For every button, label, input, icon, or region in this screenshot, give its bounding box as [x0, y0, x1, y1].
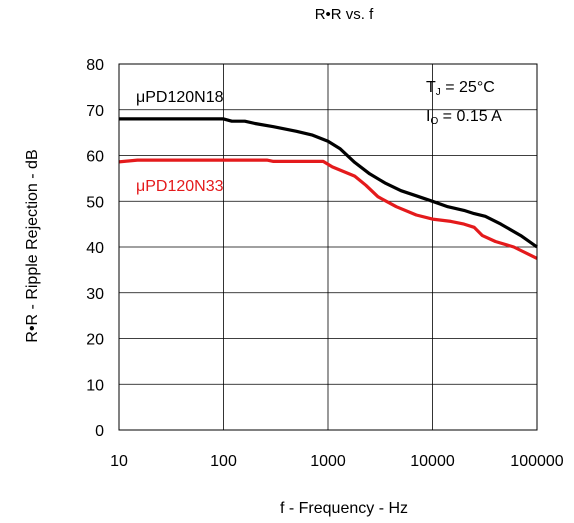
y-tick-label: 60 — [86, 149, 104, 166]
y-tick-label: 70 — [86, 103, 104, 120]
series-lines — [118, 117, 538, 260]
series-label-1: μPD120N18 — [136, 89, 224, 106]
annotation-1: TJ = 25°C — [426, 79, 495, 98]
x-tick-label: 1000 — [310, 453, 346, 470]
x-tick-label: 100000 — [510, 453, 563, 470]
y-tick-label: 40 — [86, 240, 104, 257]
tick-labels: 10 100 1000 10000 100000 0 10 20 30 40 50 60 70 80 — [86, 57, 564, 470]
y-tick-label: 30 — [86, 286, 104, 303]
annotation-2: IO = 0.15 A — [426, 108, 502, 127]
x-tick-label: 10000 — [410, 453, 455, 470]
grid — [119, 64, 537, 430]
series-line-2 — [118, 158, 538, 260]
chart-title: R•R vs. f — [315, 6, 374, 23]
plot-frame — [118, 63, 538, 431]
conditions-annotation: TJ = 25°C IO = 0.15 A — [426, 79, 502, 127]
y-tick-label: 80 — [86, 57, 104, 74]
x-axis-label: f - Frequency - Hz — [280, 500, 408, 517]
y-tick-label: 20 — [86, 332, 104, 349]
x-tick-label: 100 — [210, 453, 237, 470]
series-labels: μPD120N18 μPD120N33 — [136, 89, 224, 195]
y-tick-label: 50 — [86, 194, 104, 211]
y-axis-label: R•R - Ripple Rejection - dB — [24, 149, 41, 342]
series-line-1 — [119, 117, 538, 249]
x-tick-label: 10 — [110, 453, 128, 470]
series-label-2: μPD120N33 — [136, 178, 224, 195]
y-tick-label: 10 — [86, 377, 104, 394]
y-tick-label: 0 — [95, 423, 104, 440]
